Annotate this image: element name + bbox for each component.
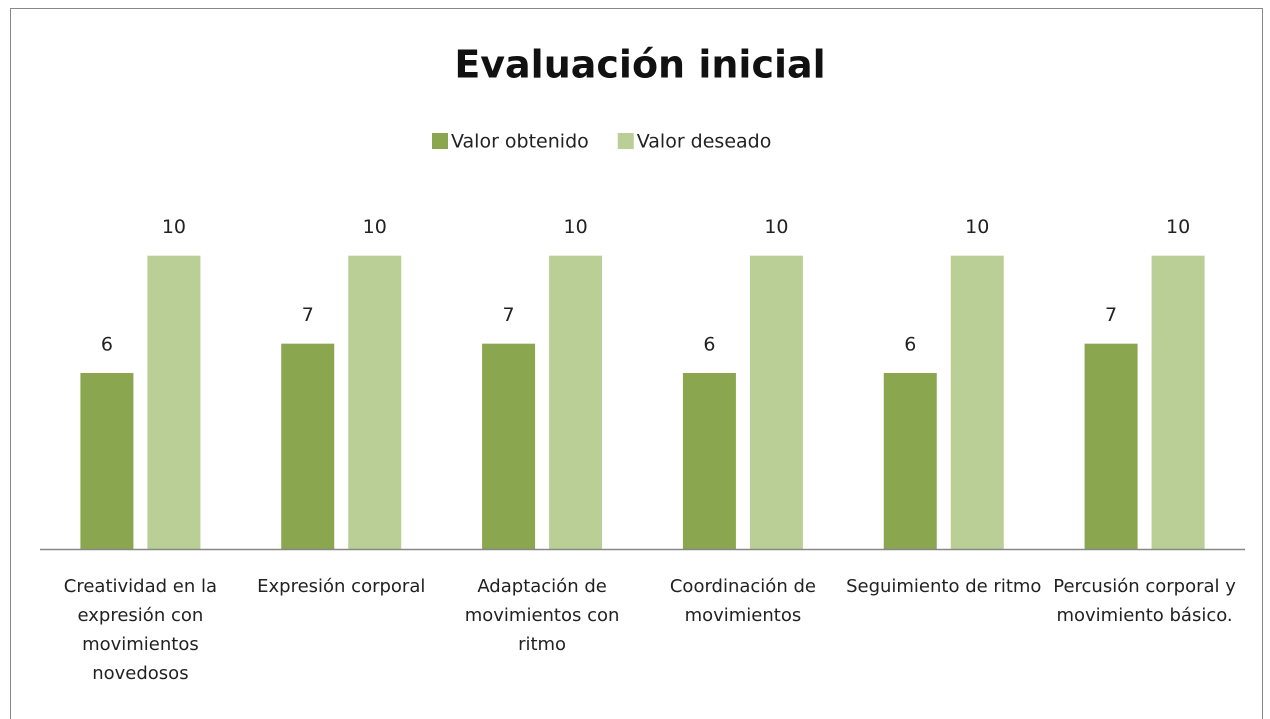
x-tick-label: Percusión corporal y movimiento básico. xyxy=(1053,576,1236,626)
bar xyxy=(549,255,603,549)
bar xyxy=(281,343,335,549)
x-tick-label: Expresión corporal xyxy=(257,576,426,597)
bar xyxy=(348,255,402,549)
data-label: 6 xyxy=(101,334,113,356)
bar xyxy=(482,343,536,549)
data-label: 7 xyxy=(302,304,314,326)
x-tick-label: Creatividad en la expresión con movimien… xyxy=(63,576,218,684)
bar xyxy=(682,373,736,549)
x-tick-label: Coordinación de movimientos xyxy=(669,576,816,626)
data-label: 10 xyxy=(965,216,989,238)
data-label: 6 xyxy=(703,334,715,356)
data-label: 10 xyxy=(162,216,186,238)
chart-title: Evaluación inicial xyxy=(454,43,825,87)
bar xyxy=(80,373,134,549)
chart-border xyxy=(10,8,1263,719)
bar xyxy=(950,255,1004,549)
bar xyxy=(1084,343,1138,549)
x-tick-label: Seguimiento de ritmo xyxy=(846,576,1042,597)
legend-label: Valor obtenido xyxy=(451,131,589,153)
legend-swatch xyxy=(617,133,634,149)
data-label: 10 xyxy=(363,216,387,238)
data-label: 10 xyxy=(563,216,587,238)
data-label: 10 xyxy=(764,216,788,238)
bar xyxy=(749,255,803,549)
bar xyxy=(147,255,201,549)
data-label: 7 xyxy=(503,304,515,326)
bar xyxy=(1151,255,1205,549)
x-tick-label: Adaptación de movimientos con ritmo xyxy=(464,576,620,655)
data-label: 7 xyxy=(1105,304,1117,326)
data-label: 6 xyxy=(904,334,916,356)
legend-swatch xyxy=(432,133,448,149)
legend-label: Valor deseado xyxy=(637,131,772,153)
bar xyxy=(883,373,937,549)
data-label: 10 xyxy=(1166,216,1190,238)
